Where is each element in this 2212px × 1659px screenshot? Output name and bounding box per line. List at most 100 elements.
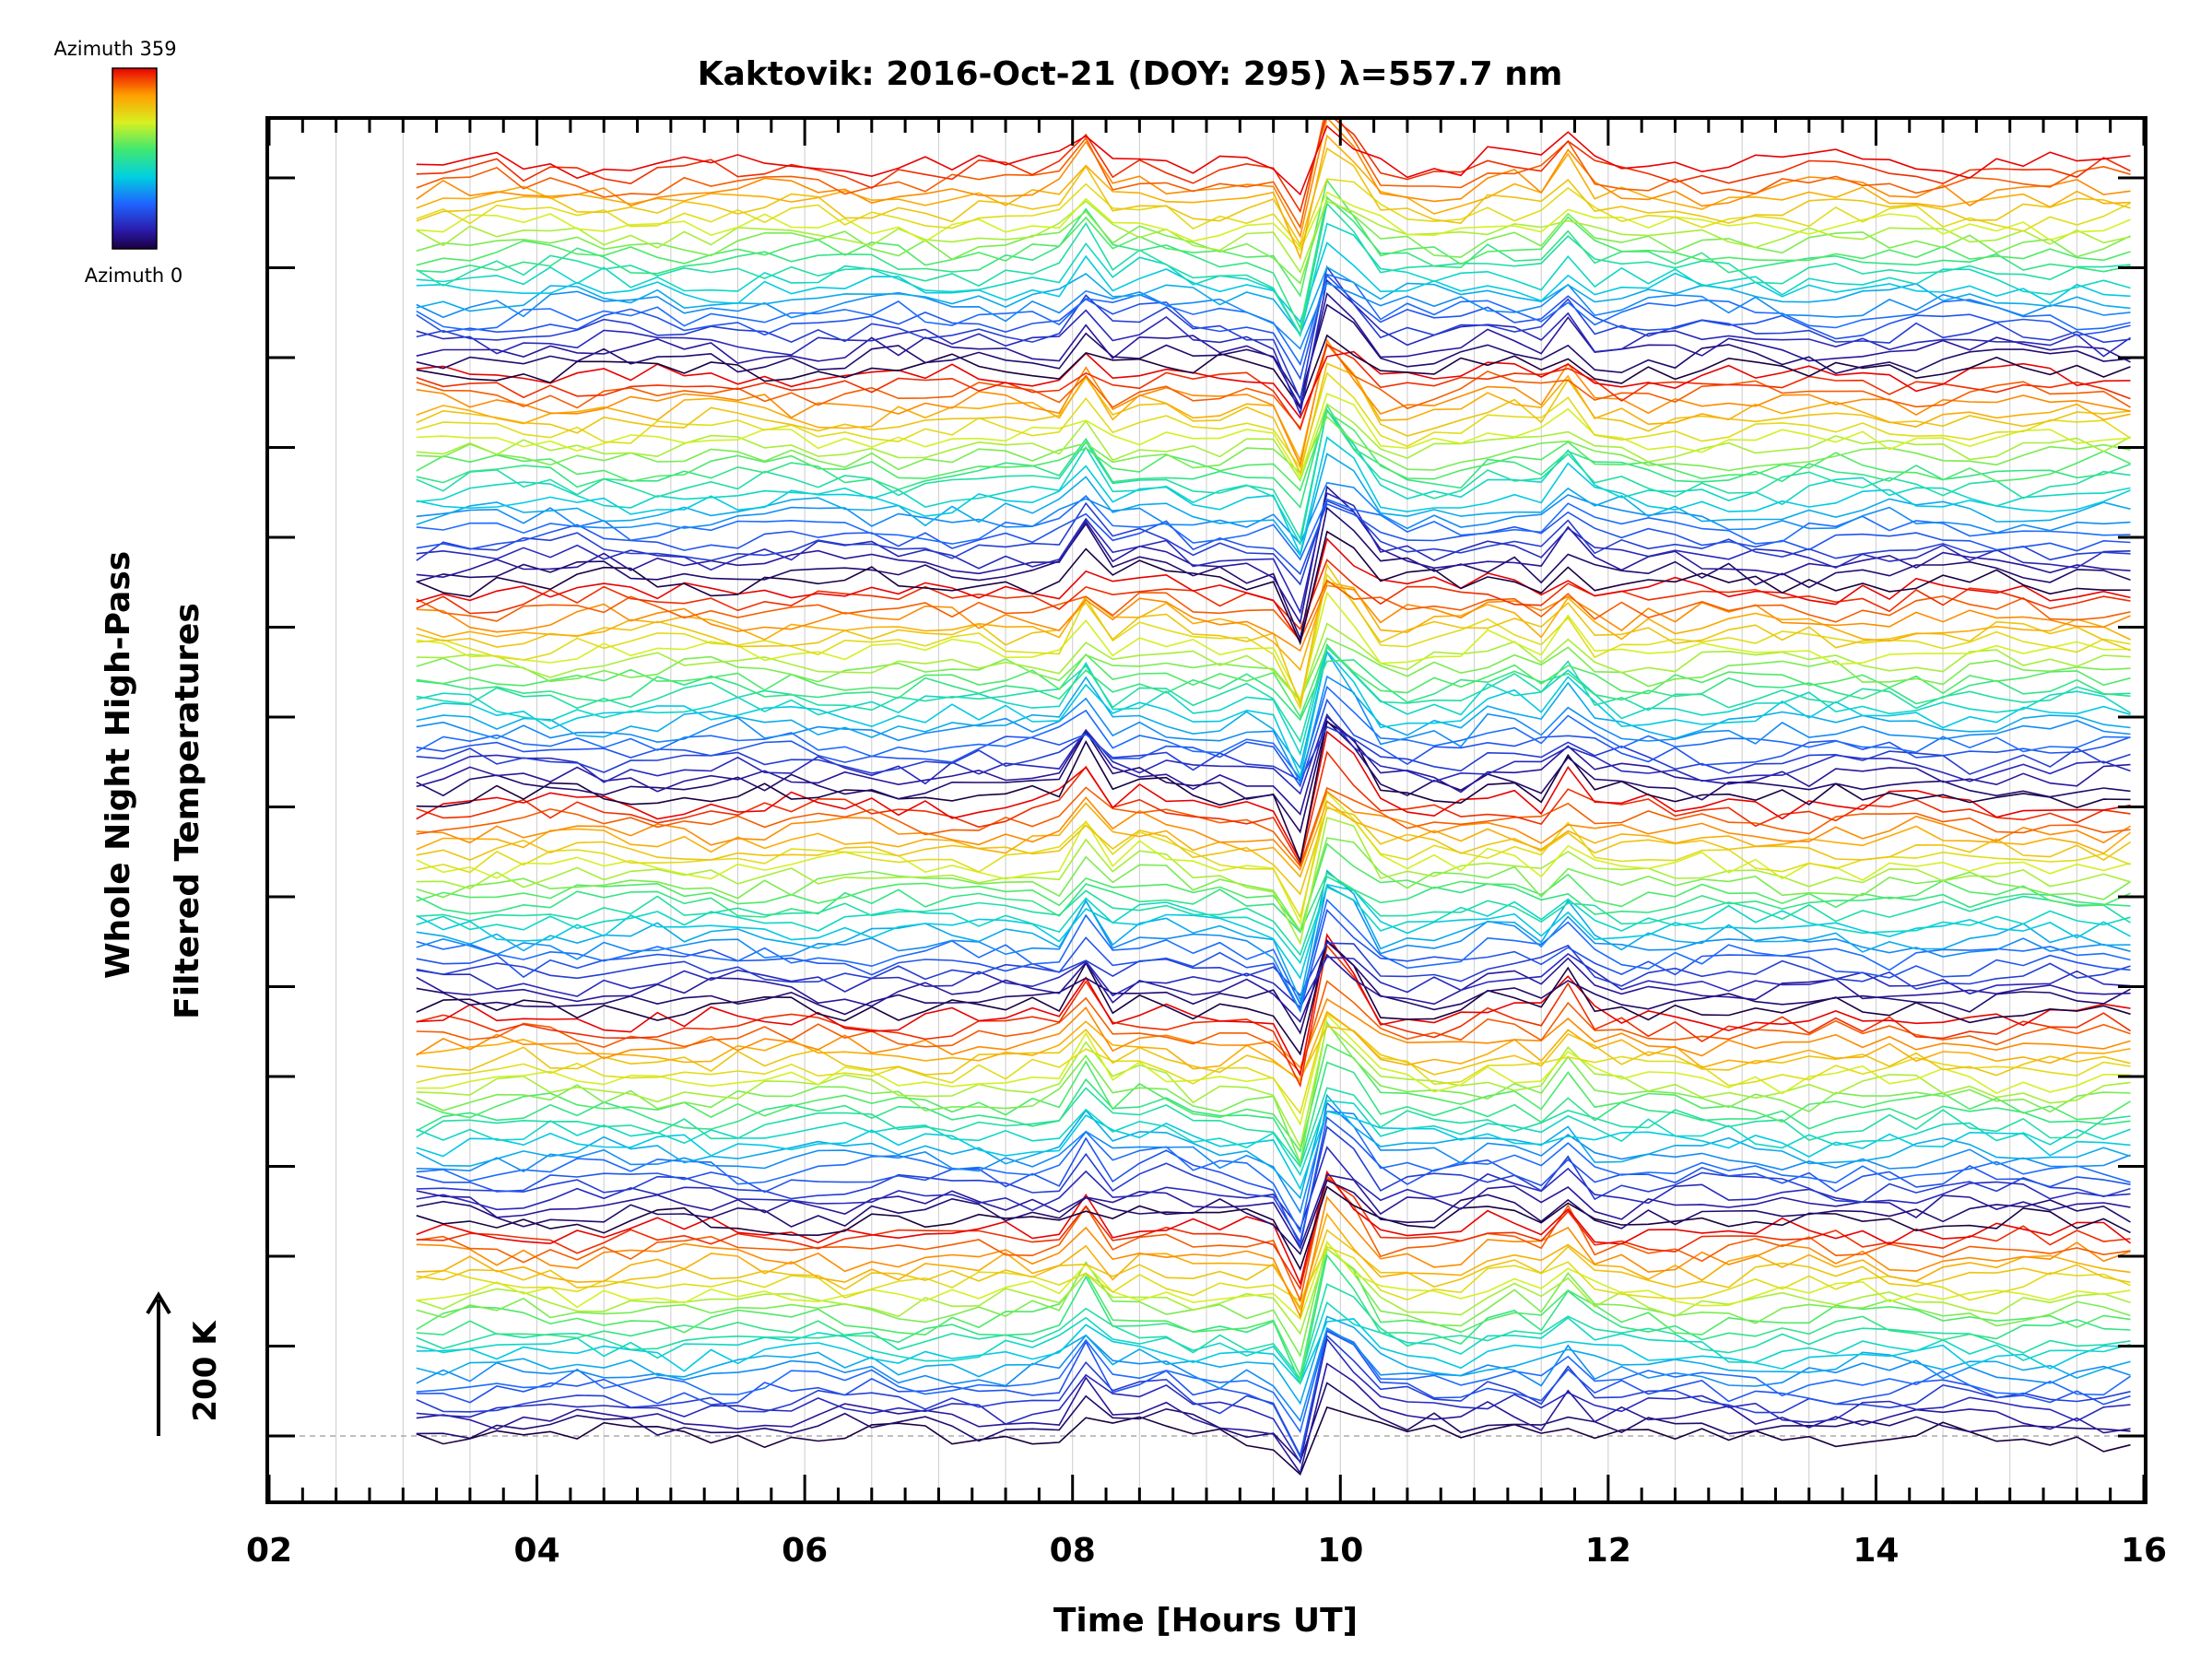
series-line	[416, 1012, 2131, 1115]
series-line	[416, 282, 2131, 350]
scale-bar-arrow-head	[146, 1291, 171, 1315]
series-line	[416, 191, 2131, 252]
series-line	[416, 806, 2131, 896]
series-line	[416, 1093, 2131, 1200]
series-line	[416, 1247, 2131, 1378]
series-line	[416, 942, 2131, 997]
series-line	[416, 1185, 2131, 1271]
series-line	[416, 436, 2131, 557]
series-line	[416, 1212, 2131, 1310]
series-line	[416, 940, 2131, 1056]
x-axis-label: Time [Hours UT]	[1053, 1602, 1358, 1640]
series-line	[416, 1406, 2131, 1476]
y-axis-label-line2: Filtered Temperatures	[169, 603, 206, 1019]
series-line	[416, 1125, 2131, 1244]
series-line	[416, 273, 2131, 367]
series-line	[416, 200, 2131, 275]
series-line	[416, 371, 2131, 470]
x-tick-label: 08	[1050, 1532, 1096, 1570]
series-line	[416, 1247, 2131, 1335]
series-line	[416, 502, 2131, 576]
series-line	[416, 403, 2131, 509]
series-line	[416, 1382, 2131, 1464]
colorbar: Azimuth 359 Azimuth 0	[53, 38, 182, 287]
series-line	[416, 842, 2131, 933]
series-line	[416, 579, 2131, 642]
series-line	[416, 1326, 2131, 1423]
series-line	[416, 908, 2131, 1014]
series-line	[416, 725, 2131, 782]
series-line	[416, 715, 2131, 816]
series-line	[416, 730, 2131, 864]
series-line	[416, 338, 2131, 467]
series-line	[416, 872, 2131, 934]
series-line	[416, 817, 2131, 946]
x-tick-label: 04	[514, 1532, 560, 1570]
series-line	[416, 537, 2131, 644]
x-tick-label: 10	[1317, 1532, 1363, 1570]
series-line	[416, 675, 2131, 785]
colorbar-bottom-label: Azimuth 0	[85, 265, 183, 287]
series-line	[416, 953, 2131, 1024]
series-line	[416, 1315, 2131, 1406]
series-line	[416, 202, 2131, 337]
series-line	[416, 303, 2131, 401]
series-line	[416, 1330, 2131, 1459]
series-line	[416, 591, 2131, 702]
x-tick-label: 12	[1585, 1532, 1631, 1570]
series-line	[416, 1043, 2131, 1153]
series-line	[416, 1195, 2131, 1319]
series-line	[416, 790, 2131, 872]
series-line	[416, 1010, 2131, 1083]
series-line	[416, 492, 2131, 615]
series-line	[416, 1245, 2131, 1302]
series-line	[416, 407, 2131, 541]
x-tick-label: 06	[782, 1532, 828, 1570]
series-line	[416, 1318, 2131, 1385]
series-line	[416, 645, 2131, 719]
series-line	[416, 196, 2131, 285]
series-line	[416, 1336, 2131, 1465]
colorbar-gradient	[112, 67, 158, 250]
series-line	[416, 933, 2131, 1077]
series-line	[416, 1023, 2131, 1149]
series-line	[416, 1240, 2131, 1321]
series-line	[416, 1013, 2131, 1126]
series-line	[416, 500, 2131, 586]
series-line	[416, 1240, 2131, 1359]
series-line	[416, 898, 2131, 1006]
scale-bar-label: 200 K	[187, 1320, 224, 1422]
series-line	[416, 506, 2131, 641]
series-line	[416, 750, 2131, 866]
series-line	[416, 120, 2131, 214]
series-line	[416, 883, 2131, 980]
series-line	[416, 584, 2131, 653]
series-line	[416, 685, 2131, 781]
series-line	[416, 938, 2131, 1035]
series-line	[416, 274, 2131, 381]
series-line	[416, 944, 2131, 1088]
series-line	[416, 120, 2131, 229]
series-line	[416, 1110, 2131, 1215]
series-line	[416, 350, 2131, 419]
x-tick-label: 14	[1853, 1532, 1899, 1570]
axis-ticks	[267, 120, 2146, 1500]
series-line	[416, 1061, 2131, 1167]
series-line	[416, 195, 2131, 331]
series-line	[416, 481, 2131, 546]
x-tick-label: 02	[246, 1532, 292, 1570]
series-line	[416, 886, 2131, 965]
series-line	[416, 1101, 2131, 1234]
series-line	[416, 719, 2131, 834]
series-line	[416, 805, 2131, 919]
series-line	[416, 1174, 2131, 1303]
series-line	[416, 265, 2131, 402]
series-line	[416, 1179, 2131, 1256]
series-line	[416, 997, 2131, 1069]
scale-bar: 200 K	[146, 1291, 224, 1436]
series-line	[416, 980, 2131, 1075]
series-line	[416, 410, 2131, 492]
series-line	[416, 953, 2131, 1009]
x-tick-label: 16	[2121, 1532, 2167, 1570]
series-line	[416, 642, 2131, 744]
